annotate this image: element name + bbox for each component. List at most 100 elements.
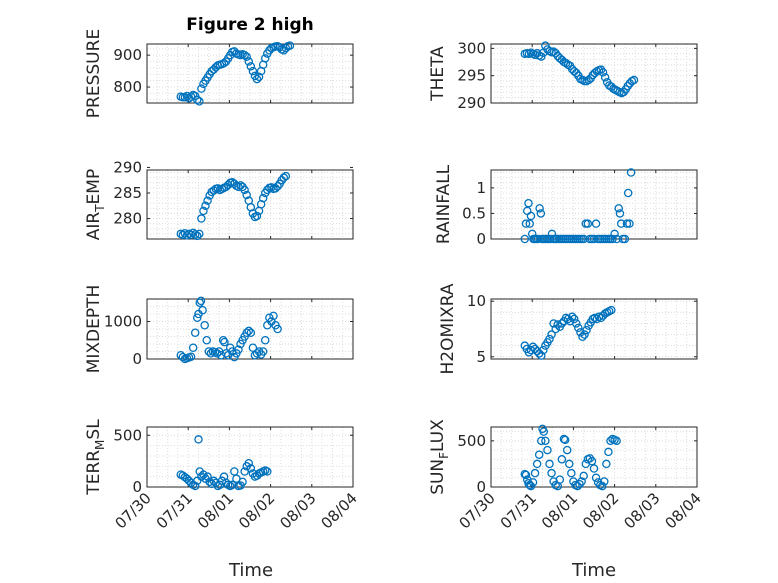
subplot-1: 800 900 PRESSURE: [84, 29, 354, 118]
data-point: [263, 467, 272, 476]
data-point: [537, 436, 546, 446]
y-tick-label: 0: [132, 478, 142, 496]
data-point: [199, 470, 208, 479]
data-point: [195, 97, 204, 106]
axes-box: [146, 169, 354, 240]
x-tick-label: 08/04: [318, 489, 361, 532]
data-point: [567, 468, 576, 478]
data-point: [532, 459, 542, 469]
data-point: [206, 349, 216, 358]
y-tick-label: 290: [457, 94, 486, 112]
data-point: [178, 352, 188, 362]
data-point: [248, 343, 258, 352]
data-point: [545, 459, 554, 469]
data-point: [242, 328, 251, 337]
data-point: [258, 347, 268, 356]
data-point: [604, 447, 613, 457]
data-point: [258, 193, 268, 203]
data-point: [534, 450, 544, 459]
subplot-6: 5 10 H2OMIXRA: [438, 283, 698, 375]
data-point: [535, 204, 544, 213]
data-point: [190, 328, 200, 337]
data-point: [248, 66, 258, 76]
y-tick-label: 295: [457, 67, 486, 85]
grid: [490, 299, 698, 359]
axes-box: [146, 426, 354, 488]
data-point: [228, 480, 237, 490]
y-axis-label: THETA: [428, 46, 448, 102]
data-point: [578, 332, 587, 342]
series-markers: [520, 41, 639, 98]
data-point: [202, 335, 211, 345]
data-point: [193, 95, 202, 105]
data-point: [607, 305, 616, 315]
series-markers: [520, 424, 621, 491]
data-point: [186, 230, 196, 240]
data-point: [612, 436, 621, 446]
data-point: [612, 234, 621, 244]
data-point: [205, 477, 214, 487]
data-point: [244, 326, 254, 336]
data-point: [591, 219, 601, 228]
subplot-3: 280 285 290 AIRTEMP: [84, 158, 354, 240]
data-point: [219, 58, 229, 68]
x-tick-label: 08/02: [579, 489, 622, 532]
x-tick-label: 08/01: [194, 489, 237, 532]
y-tick-label: 500: [113, 426, 142, 444]
y-tick-label: 1: [476, 179, 486, 197]
series-markers: [176, 296, 282, 364]
axes-box: [490, 43, 698, 104]
data-point: [591, 473, 601, 483]
data-point: [180, 93, 190, 102]
data-point: [567, 312, 577, 322]
series-markers: [520, 168, 636, 244]
data-point: [204, 347, 214, 356]
data-point: [608, 234, 617, 244]
axes-box: [146, 43, 354, 104]
data-point: [555, 475, 565, 484]
data-point: [252, 74, 262, 84]
data-point: [281, 43, 291, 53]
x-tick-label: 08/01: [538, 489, 581, 532]
y-axis-label: H2OMIXRA: [438, 283, 458, 374]
data-point: [190, 481, 200, 491]
grid: [490, 427, 698, 488]
data-point: [196, 296, 206, 306]
data-point: [197, 84, 206, 93]
data-point: [557, 455, 567, 464]
y-axis-label: SUNFLUX: [428, 419, 451, 495]
y-tick-label: 10: [467, 292, 486, 310]
data-point: [246, 328, 256, 337]
data-point: [562, 445, 572, 455]
data-point: [536, 209, 546, 218]
grid: [146, 427, 354, 488]
data-point: [180, 229, 190, 238]
data-point: [623, 188, 633, 198]
data-point: [203, 472, 212, 481]
data-point: [606, 436, 615, 446]
data-point: [203, 196, 212, 205]
data-point: [574, 323, 583, 333]
data-point: [547, 468, 556, 478]
data-point: [615, 209, 625, 218]
data-point: [557, 319, 567, 328]
data-point: [600, 477, 609, 486]
y-tick-label: 290: [113, 158, 142, 176]
axes-box: [146, 298, 354, 360]
data-point: [213, 184, 223, 193]
data-point: [528, 478, 538, 487]
data-point: [539, 345, 548, 355]
data-point: [240, 185, 249, 195]
data-point: [579, 471, 588, 481]
y-tick-label: 500: [457, 432, 486, 450]
data-point: [525, 219, 534, 228]
data-point: [559, 434, 569, 444]
grid: [146, 44, 354, 103]
data-point: [589, 464, 599, 473]
data-point: [252, 211, 262, 221]
data-point: [543, 445, 552, 455]
y-tick-label: 285: [113, 184, 142, 202]
data-point: [560, 435, 570, 445]
x-axis-label-right: Time: [571, 560, 616, 581]
data-point: [524, 198, 533, 208]
